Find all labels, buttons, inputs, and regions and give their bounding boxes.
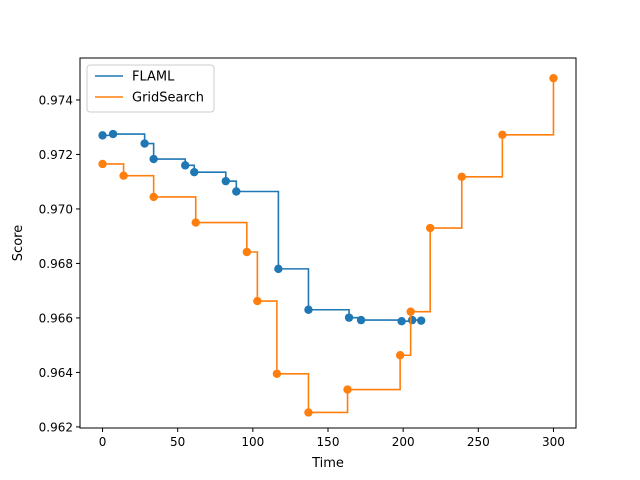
legend-label-gridsearch: GridSearch — [132, 91, 204, 106]
x-tick-label: 50 — [170, 435, 185, 449]
data-point-flaml — [232, 187, 241, 196]
data-point-flaml — [190, 167, 199, 177]
x-axis-label: Time — [311, 456, 344, 471]
y-tick-label: 0.968 — [39, 257, 73, 271]
y-tick-label: 0.974 — [39, 93, 73, 107]
legend-label-flaml: FLAML — [132, 70, 175, 85]
series-layer — [98, 73, 558, 417]
y-tick-label: 0.964 — [39, 366, 73, 380]
x-tick-label: 0 — [99, 435, 107, 449]
x-tick-label: 150 — [317, 435, 340, 449]
x-axis-ticks: 0 50 100 150 200 250 300 — [99, 428, 565, 449]
data-point-flaml — [407, 315, 417, 325]
data-point-flaml — [344, 313, 354, 322]
x-tick-label: 250 — [467, 435, 490, 449]
data-point-flaml — [416, 316, 426, 325]
x-tick-label: 200 — [392, 435, 415, 449]
data-point-gridsearch — [549, 73, 558, 83]
data-point-gridsearch — [149, 192, 158, 202]
data-point-flaml — [221, 176, 230, 186]
data-point-gridsearch — [426, 223, 435, 233]
data-point-flaml — [304, 305, 313, 314]
data-point-gridsearch — [253, 296, 262, 306]
data-point-flaml — [356, 315, 366, 325]
data-point-flaml — [108, 129, 118, 139]
data-point-gridsearch — [395, 351, 405, 360]
data-point-gridsearch — [457, 172, 466, 181]
data-point-flaml — [149, 154, 158, 164]
y-axis-label: Score — [11, 225, 26, 261]
data-point-gridsearch — [498, 130, 507, 140]
data-point-flaml — [397, 316, 406, 326]
data-point-gridsearch — [272, 369, 282, 378]
y-tick-label: 0.972 — [39, 148, 73, 162]
y-tick-label: 0.970 — [39, 202, 73, 216]
x-tick-label: 300 — [542, 435, 565, 449]
data-point-gridsearch — [191, 218, 200, 227]
legend: FLAML GridSearch — [86, 64, 215, 113]
data-point-gridsearch — [406, 307, 415, 316]
data-point-gridsearch — [304, 408, 313, 417]
data-point-gridsearch — [119, 171, 128, 180]
data-point-flaml — [181, 161, 190, 170]
data-point-gridsearch — [98, 159, 107, 169]
data-point-gridsearch — [343, 385, 352, 394]
y-tick-label: 0.962 — [39, 420, 73, 434]
data-point-gridsearch — [242, 247, 252, 257]
data-point-flaml — [98, 131, 107, 140]
y-axis-ticks: 0.962 0.964 0.966 0.968 0.970 0.972 0.974 — [39, 93, 80, 434]
x-tick-label: 100 — [241, 435, 264, 449]
y-tick-label: 0.966 — [39, 311, 73, 325]
data-point-flaml — [274, 264, 283, 274]
data-point-flaml — [140, 139, 149, 148]
